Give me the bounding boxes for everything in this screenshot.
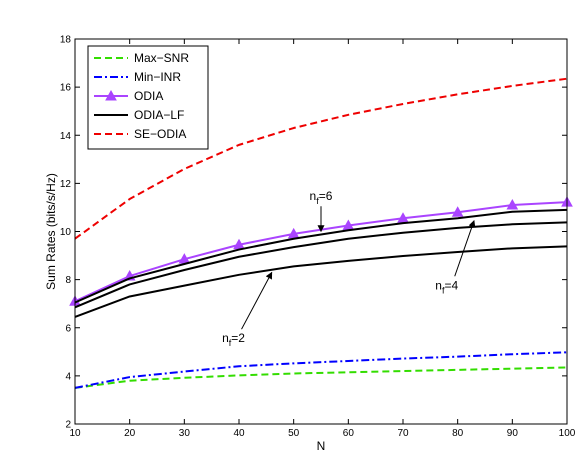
series-2-point (451, 206, 464, 217)
y-tick-label: 18 (60, 35, 72, 46)
y-tick-label: 8 (65, 275, 71, 286)
legend-label: ODIA−LF (134, 108, 184, 122)
series-line-3 (74, 208, 568, 304)
x-tick-label: 100 (559, 428, 576, 439)
series-line-0 (74, 366, 568, 389)
series-line-5 (74, 245, 568, 318)
legend-label: ODIA (134, 89, 163, 103)
annotation-arrow (241, 271, 273, 330)
x-tick-label: 40 (233, 428, 245, 439)
series-line-1 (74, 351, 568, 389)
legend-label: SE−ODIA (134, 127, 186, 141)
y-tick-label: 4 (65, 371, 71, 382)
legend-label: Min−INR (134, 70, 181, 84)
x-tick-label: 70 (397, 428, 409, 439)
y-tick-label: 6 (65, 323, 71, 334)
annotation-label: nf=2 (222, 331, 245, 348)
y-tick-label: 10 (60, 227, 72, 238)
x-tick-label: 10 (69, 428, 81, 439)
y-tick-label: 14 (60, 131, 72, 142)
x-tick-label: 90 (507, 428, 519, 439)
legend-marker (105, 89, 117, 101)
y-tick-label: 12 (60, 179, 72, 190)
series-2-point (506, 199, 519, 210)
x-tick-label: 50 (288, 428, 300, 439)
y-axis-label: Sum Rates (bits/s/Hz) (44, 173, 58, 290)
y-tick-label: 2 (65, 420, 71, 431)
legend-label: Max−SNR (134, 51, 189, 65)
annotation-label: nf=4 (435, 278, 458, 295)
y-tick-label: 16 (60, 83, 72, 94)
annotation-label: nf=6 (310, 189, 333, 206)
x-tick-label: 80 (452, 428, 464, 439)
series-line-6 (74, 77, 568, 240)
annotation-arrow (454, 220, 476, 277)
x-axis-label: N (317, 439, 326, 453)
series-line-4 (74, 221, 568, 309)
x-tick-label: 60 (343, 428, 355, 439)
x-tick-label: 30 (179, 428, 191, 439)
x-tick-label: 20 (124, 428, 136, 439)
